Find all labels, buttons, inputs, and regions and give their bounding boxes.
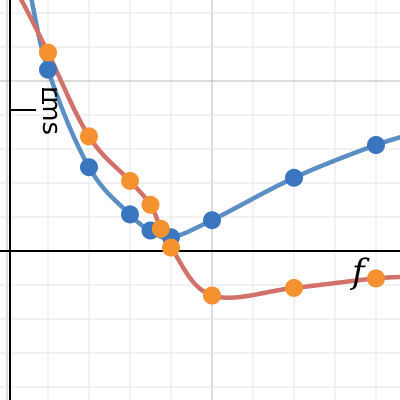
y-axis-label: rms: [36, 86, 66, 135]
data-points: [39, 43, 385, 305]
data-point-orange[interactable]: [285, 278, 303, 297]
data-point-blue[interactable]: [121, 205, 139, 224]
data-point-blue[interactable]: [80, 158, 98, 177]
data-point-orange[interactable]: [203, 286, 221, 305]
data-point-blue[interactable]: [367, 136, 385, 154]
data-point-orange[interactable]: [151, 219, 170, 238]
data-point-blue[interactable]: [203, 211, 221, 230]
data-point-orange[interactable]: [162, 238, 180, 257]
data-point-orange[interactable]: [121, 171, 139, 190]
data-point-orange[interactable]: [367, 269, 385, 288]
axis-labels: f rms: [36, 86, 370, 292]
x-axis-label: f: [349, 252, 370, 292]
series-line-blue: [29, 0, 400, 240]
data-point-blue[interactable]: [39, 60, 57, 79]
data-point-orange[interactable]: [80, 127, 98, 146]
data-point-blue[interactable]: [285, 168, 303, 187]
data-point-orange[interactable]: [141, 195, 160, 214]
data-point-orange[interactable]: [39, 43, 57, 62]
